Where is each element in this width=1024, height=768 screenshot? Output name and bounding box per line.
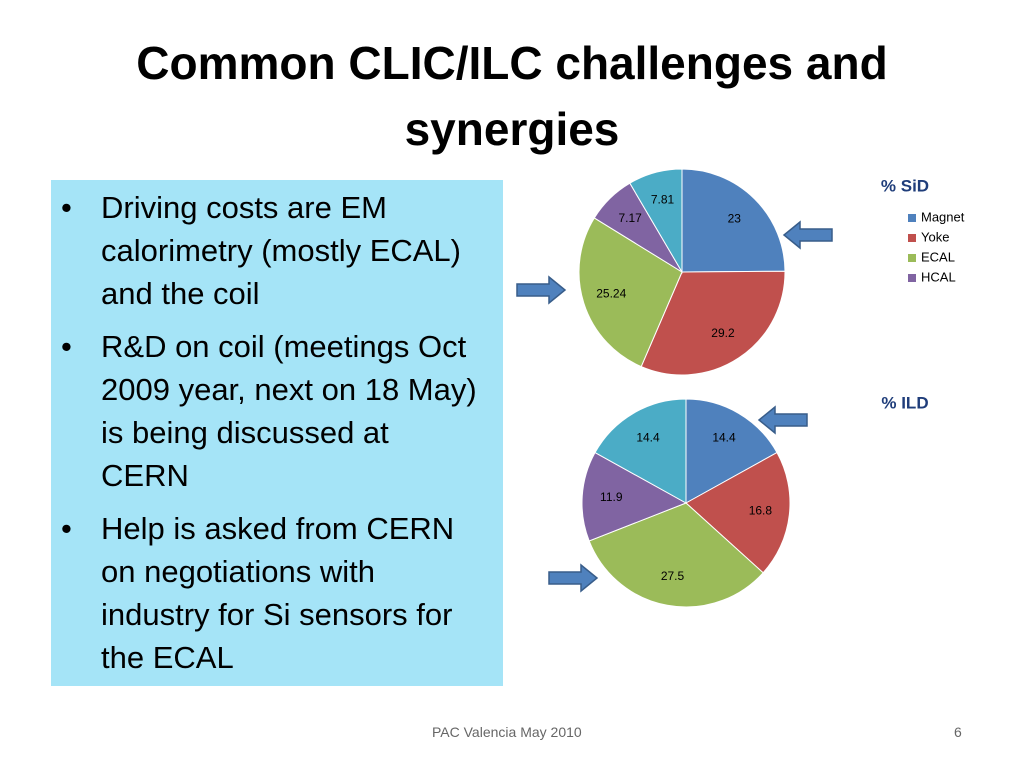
pie-slice [581,451,688,542]
data-label: 27.5 [661,569,685,583]
bullet-list: Driving costs are EM calorimetry (mostly… [51,180,503,679]
legend-label: HCAL [921,269,956,284]
arrow [782,220,833,250]
data-label: 16.8 [749,504,773,518]
bullet: Driving costs are EM calorimetry (mostly… [61,186,483,315]
pie-slice [681,168,786,273]
data-label: 11.9 [600,490,623,504]
arrows [516,220,833,593]
page-number: 6 [954,724,962,740]
legend-swatch [908,254,916,262]
data-label: 14.4 [636,431,660,445]
pie-slice [588,502,764,608]
slide-title: Common CLIC/ILC challenges and synergies [136,37,888,155]
data-label: 25.24 [596,286,626,300]
pie-slice [685,451,791,574]
data-label: 14.4 [712,431,736,445]
legend-swatch [908,274,916,282]
legend-swatch [908,234,916,242]
pie-slice [629,168,683,274]
arrow [548,563,599,593]
footer: PAC Valencia May 2010 [432,724,582,740]
pie-slice [640,270,786,376]
data-label: 7.81 [651,193,675,207]
legend-label: Yoke [921,229,949,244]
text-box: Driving costs are EM calorimetry (mostly… [51,180,503,686]
chart-title: % SiD [881,176,929,195]
legend-swatch [908,214,916,222]
arrow [757,405,808,435]
pie-slice [685,398,778,504]
pie-slice [594,398,687,504]
legend-label: Magnet [921,209,965,224]
data-label: 7.17 [618,211,642,225]
data-label: 29.2 [711,326,735,340]
legend-label: ECAL [921,249,955,264]
chart-title: % ILD [881,393,928,412]
bullet: Help is asked from CERN on negotiations … [61,507,483,679]
bullet: R&D on coil (meetings Oct 2009 year, nex… [61,325,483,497]
data-label: 23 [728,212,742,226]
pie-slice [578,217,683,368]
arrow [516,275,567,305]
